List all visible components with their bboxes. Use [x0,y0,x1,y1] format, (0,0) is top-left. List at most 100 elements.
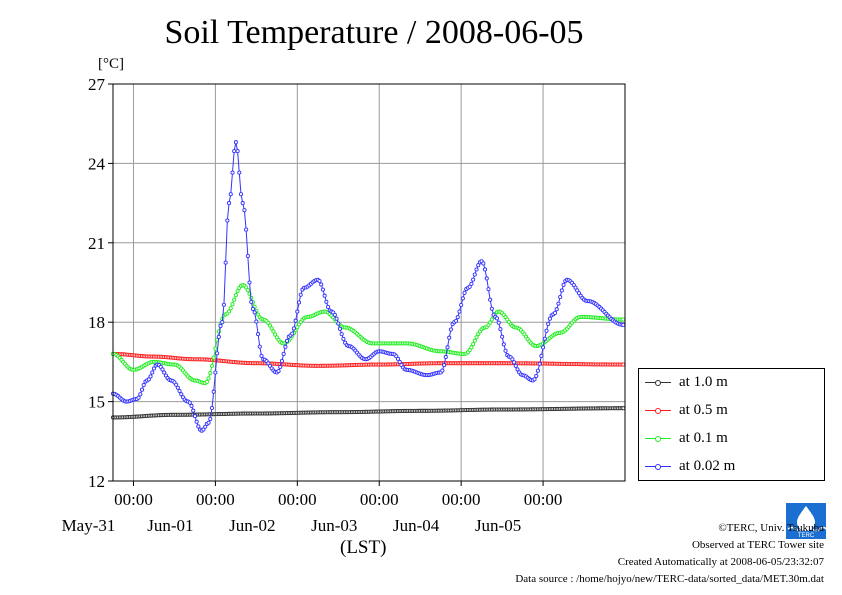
series-point-3 [281,351,286,357]
series-point-3 [208,416,213,422]
series-point-3 [469,281,474,286]
series-point-3 [254,319,259,324]
series-point-2 [467,348,472,353]
series-point-2 [471,342,476,347]
series-point-3 [484,276,489,281]
x-tick-time-label: 00:00 [360,490,399,509]
series-point-3 [337,326,343,331]
series-point-2 [245,288,250,293]
terc-logo: TERC [786,503,827,539]
series-point-3 [532,377,537,382]
legend-marker-0-02m [655,464,661,470]
series-point-3 [496,320,501,325]
series-point-3 [445,345,450,350]
svg-text:TERC: TERC [798,533,815,539]
series-point-3 [325,304,331,310]
series-point-3 [324,299,329,304]
series-point-3 [233,140,238,145]
series-point-2 [233,293,238,298]
x-tick-date-label: Jun-04 [393,516,440,535]
series-point-3 [242,208,247,213]
series-point-3 [252,310,257,315]
series-point-3 [322,293,327,298]
series-point-3 [453,318,459,323]
x-axis-label: (LST) [340,537,387,558]
series-point-3 [471,277,476,282]
x-tick-date-label: Jun-03 [311,516,357,535]
series-point-2 [271,329,276,334]
series-point-2 [269,326,274,331]
series-point-3 [489,306,494,311]
x-tick-time-label: 00:00 [524,490,563,509]
series-point-3 [276,369,281,374]
series-point-2 [273,332,278,337]
series-point-2 [621,317,626,322]
series-point-3 [457,309,462,314]
legend-label-1-0m: at 1.0 m [679,374,728,390]
series-point-3 [554,307,559,312]
legend-label-0-5m: at 0.5 m [679,402,728,418]
series-point-3 [319,282,324,287]
series-point-3 [285,338,290,343]
series-point-3 [240,201,245,206]
series-point-3 [556,301,561,306]
series-point-3 [486,287,491,292]
series-point-3 [151,366,157,371]
series-point-2 [206,376,211,381]
series-point-3 [228,192,233,197]
series-point-3 [245,253,250,259]
legend-label-0-1m: at 0.1 m [679,430,728,446]
series-point-3 [397,359,402,364]
series-point-3 [256,332,261,337]
series-point-3 [235,149,240,154]
credit-source: Data source : /home/hojyo/new/TERC-data/… [515,573,824,585]
series-point-3 [546,321,551,327]
series-point-3 [250,306,255,312]
series-point-3 [339,332,344,337]
series-point-3 [334,316,339,321]
series-point-3 [462,290,467,295]
legend-item-1-0m: at 1.0 m [639,372,824,394]
chart-title: Soil Temperature / 2008-06-05 [164,14,584,51]
y-axis-unit-label: [°C] [98,56,124,72]
series-point-3 [225,218,230,223]
series-point-3 [621,322,626,327]
series-point-3 [290,331,295,336]
series-point-2 [204,379,209,384]
series-point-3 [213,370,218,375]
series-point-3 [317,279,322,284]
series-point-2 [244,285,249,290]
series-point-3 [395,356,401,361]
series-point-3 [575,288,580,293]
series-point-3 [177,388,182,394]
series-point-3 [341,336,346,341]
series-point-3 [537,361,542,366]
series-line-2 [112,284,624,384]
series-point-3 [192,414,197,419]
series-point-3 [138,392,143,397]
series-point-2 [295,325,300,330]
series-point-3 [498,327,503,332]
series-point-3 [279,358,285,364]
grid-lines [113,83,625,482]
credit-site: Observed at TERC Tower site [691,539,824,551]
series-point-3 [459,302,464,308]
series-point-3 [223,260,228,265]
series-point-3 [295,309,300,314]
series-point-3 [196,424,201,429]
series-point-3 [237,170,242,175]
series-point-3 [201,427,206,432]
series-point-3 [160,367,165,372]
series-point-3 [467,284,472,289]
series-point-3 [139,387,145,392]
series-point-3 [510,357,515,362]
series-point-3 [175,385,180,390]
series-point-3 [238,192,244,197]
x-tick-time-label: 00:00 [442,490,481,509]
credit-created: Created Automatically at 2008-06-05/23:3… [617,556,824,568]
series-point-2 [474,335,479,340]
series-point-3 [482,267,488,272]
series-point-3 [226,201,232,206]
series-point-3 [547,316,552,321]
